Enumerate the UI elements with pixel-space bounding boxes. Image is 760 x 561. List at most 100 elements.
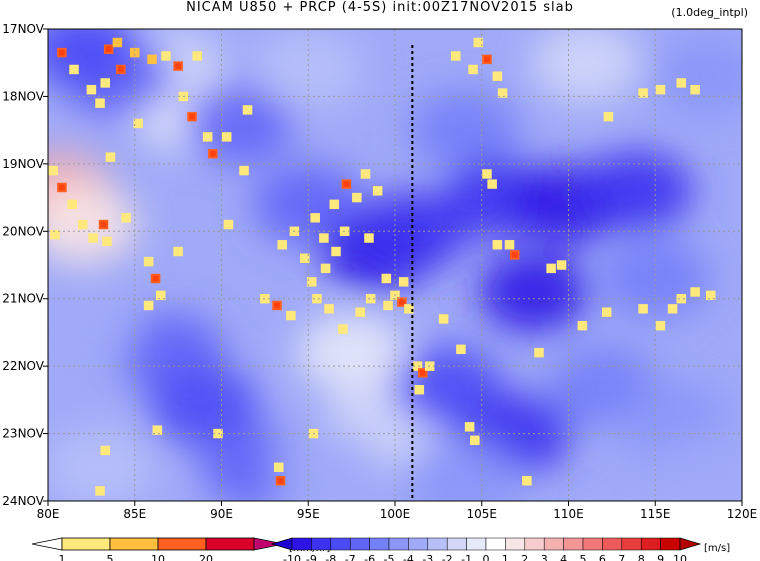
prcp-cell-93 [690,287,700,297]
prcp-core-41 [343,181,350,187]
prcp-cell-35 [277,240,287,250]
prcp-cell-34 [105,152,116,162]
prcp-cell-46 [331,246,341,257]
u-bar-tick-label: -4 [403,553,414,561]
prcp-cell-82 [464,422,475,432]
u-bar-high-arrow [679,537,702,551]
prcp-cell-80 [546,263,556,274]
axes: 80E 85E 90E 95E 100E 105E 110E 115E 120E 17NOV 18N… [2,22,757,521]
prcp-cell-76 [504,240,515,250]
y-tick-label: 18NOV [2,89,44,103]
prcp-cell-28 [50,229,60,240]
prcp-cell-89 [690,84,700,95]
y-tick-label: 17NOV [2,22,44,36]
prcp-cell-55 [381,273,392,284]
prcp-bar-segment-4 [205,537,255,551]
u-bar-segment-14 [563,537,584,551]
prcp-cell-106 [95,486,105,496]
u-bar-segment-9 [466,537,487,551]
prcp-cell-69 [468,64,478,75]
chart-title: NICAM U850 + PRCP (4-5S) init:00Z17NOV20… [186,0,574,15]
chart-subtitle: (1.0deg_intpl) [671,6,748,19]
x-tick-label: 85E [123,507,146,521]
prcp-core-11 [175,63,181,69]
prcp-cell-97 [438,314,449,324]
u-bar-tick-label: -6 [364,553,375,561]
field-blobs [48,29,742,501]
u850-region-17 [652,36,742,117]
prcp-cell-15 [133,118,143,129]
prcp-cell-71 [492,71,503,81]
u-bar-segment-11 [505,537,526,551]
u850-region-19 [296,312,407,393]
prcp-cell-94 [705,290,716,301]
prcp-cell-83 [522,476,532,486]
prcp-cell-23 [77,219,88,230]
u850-region-6 [183,83,294,164]
u850-region-24 [48,427,156,501]
u-bar-unit: [m/s] [704,543,730,554]
u-bar-tick-label: -5 [384,553,395,561]
u-bar-segment-5 [388,537,409,551]
prcp-cell-32 [143,300,154,311]
u-bar-segment-18 [640,537,661,551]
prcp-bar-tick-label: 10 [151,553,165,561]
u-bar-tick-label: 10 [673,553,687,561]
prcp-core-0 [59,49,65,56]
prcp-core-25 [100,221,107,228]
prcp-bar-tick-label: 5 [107,553,114,561]
prcp-cell-63 [355,307,366,317]
prcp-bar-tick-label: 20 [199,553,213,561]
precipitation-layer [48,37,716,496]
prcp-core-77 [511,252,518,258]
prcp-cell-14 [192,51,202,61]
x-tick-label: 110E [553,507,584,521]
prcp-cell-8 [100,78,111,88]
prcp-cell-84 [534,347,544,358]
prcp-cell-62 [404,304,414,314]
u-bar-segment-17 [621,537,642,551]
prcp-cell-57 [372,186,383,196]
x-tick-label: 80E [37,507,60,521]
prcp-cell-72 [497,88,508,98]
u-bar-tick-label: -2 [442,553,453,561]
u-bar-tick-label: 1 [502,553,509,561]
u-bar-segment-1 [311,537,332,551]
prcp-bar-low-arrow [31,537,63,551]
prcp-cell-53 [338,324,348,334]
prcp-cell-92 [676,293,687,304]
prcp-bar-tick-label: 1 [59,553,66,561]
u-bar-segment-0 [291,537,312,551]
prcp-cell-37 [300,253,310,263]
prcp-cell-40 [329,199,340,210]
u-bar-tick-label: -9 [306,553,317,561]
prcp-cell-31 [156,290,166,301]
prcp-cell-52 [324,304,334,314]
prcp-cell-10 [161,51,171,61]
prcp-cell-88 [676,78,687,88]
prcp-cell-26 [102,236,112,247]
prcp-cell-75 [487,179,497,189]
u-bar-tick-label: -8 [325,553,336,561]
prcp-cell-19 [242,105,253,115]
prcp-cell-67 [414,385,425,395]
prcp-bar-segment-1 [61,537,111,551]
prcp-cell-59 [383,300,393,311]
u-bar-segment-10 [485,537,506,551]
y-tick-label: 20NOV [2,224,44,238]
prcp-core-102 [277,477,284,484]
u-bar-tick-label: 0 [483,553,490,561]
u850-region-11 [409,90,520,171]
u-bar-segment-4 [369,537,390,551]
u-bar-segment-15 [582,537,603,551]
prcp-cell-90 [603,111,614,122]
prcp-cell-44 [306,277,317,287]
u-bar-tick-label: -1 [461,553,472,561]
u-bar-tick-label: 3 [541,553,548,561]
prcp-cell-9 [147,54,157,65]
u850-region-22 [149,366,260,447]
prcp-cell-81 [470,435,480,446]
prcp-cell-5 [112,37,123,48]
prcp-cell-68 [450,51,461,61]
u-bar-tick-label: 9 [657,553,664,561]
